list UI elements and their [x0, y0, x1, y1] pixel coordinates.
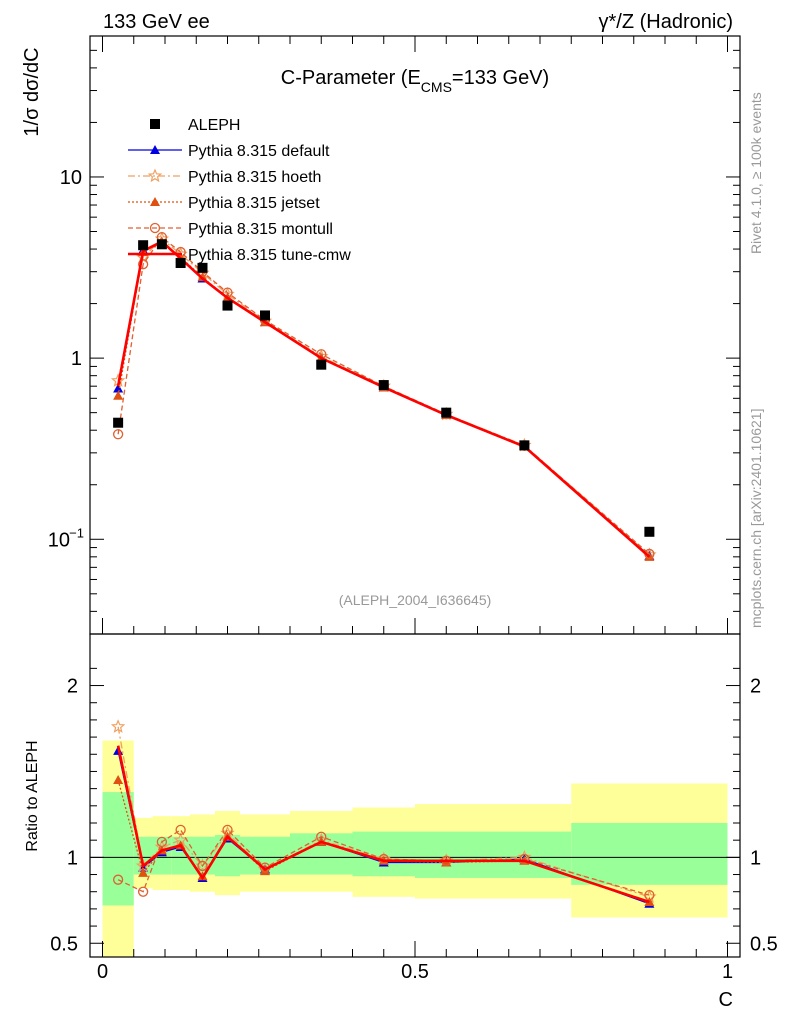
ratio-tick-label-left-0: 2: [67, 676, 78, 698]
legend-marker-2: [147, 168, 163, 183]
series-point-3-0: [112, 429, 124, 440]
legend-label-4: Pythia 8.315 montull: [188, 221, 333, 238]
legend-marker-4: [149, 222, 161, 234]
x-tick-label-1: 0.5: [401, 961, 429, 983]
legend-marker-3: [150, 197, 160, 206]
legend-marker-0: [150, 119, 160, 129]
series-point-0-0: [113, 383, 124, 393]
ratio-point-3-5: [222, 824, 233, 836]
band-green-11: [571, 822, 728, 885]
ratio-point-2-1: [138, 867, 149, 877]
chart-title: C-Parameter (ECMS=133 GeV): [281, 67, 549, 95]
legend-label-0: ALEPH: [188, 117, 240, 134]
ratio-point-3-2: [156, 836, 168, 848]
aleph-point-0: [113, 417, 124, 428]
aleph-point-4: [197, 262, 208, 273]
ratio-tick-label-left-1: 1: [67, 847, 78, 869]
ratio-tick-label-right-1: 1: [750, 847, 761, 869]
y-axis-label: 1/σ dσ/dC: [21, 47, 43, 136]
analysis-id-label: (ALEPH_2004_I636645): [339, 592, 492, 608]
ratio-point-1-0: [110, 719, 126, 733]
legend-marker-1: [150, 145, 160, 154]
legend-label-3: Pythia 8.315 jetset: [188, 195, 320, 212]
series-point-2-0: [113, 390, 124, 400]
title-subscript: CMS: [421, 79, 452, 95]
ratio-line-4: [116, 745, 650, 904]
aleph-point-7: [316, 359, 327, 370]
x-axis-label: C: [719, 989, 733, 1011]
series-line-2: [117, 240, 650, 558]
aleph-point-8: [378, 380, 389, 391]
y-tick-exponent-2: −1: [69, 525, 84, 540]
series-point-3-1: [137, 259, 149, 270]
rivet-version-label: Rivet 4.1.0, ≥ 100k events: [748, 92, 764, 254]
legend-label-1: Pythia 8.315 default: [188, 143, 330, 160]
aleph-point-9: [441, 407, 452, 418]
aleph-data-layer: [113, 239, 655, 537]
aleph-point-1: [138, 240, 149, 251]
aleph-point-5: [222, 300, 233, 311]
x-tick-label-0: 0: [97, 961, 108, 983]
series-line-3: [117, 236, 650, 555]
ratio-tick-label-right-0: 2: [750, 676, 761, 698]
mcplots-site-label: mcplots.cern.ch [arXiv:2401.10621]: [748, 409, 764, 628]
ratio-point-3-11: [644, 889, 655, 901]
ratio-tick-label-right-2: 0.5: [750, 933, 778, 955]
ratio-point-3-0: [112, 874, 124, 885]
series-line-1: [117, 238, 650, 556]
ratio-point-3-3: [175, 824, 186, 836]
title-tail: =133 GeV): [452, 67, 549, 89]
legend-label-5: Pythia 8.315 tune-cmw: [188, 247, 351, 264]
aleph-point-6: [260, 310, 270, 321]
series-point-3-3: [175, 246, 186, 258]
x-tick-label-2: 1: [722, 961, 733, 983]
ratio-point-2-0: [113, 775, 124, 785]
y-tick-label-2: 10: [48, 529, 70, 551]
legend: ALEPH Pythia 8.315 default Pythia 8.315 ho…: [128, 117, 351, 264]
series-line-0: [117, 241, 650, 557]
aleph-point-2: [156, 239, 167, 250]
aleph-point-10: [519, 440, 530, 451]
y-tick-label-1: 1: [71, 348, 82, 370]
ratio-uncertainty-bands: [102, 740, 728, 957]
band-green-0: [102, 792, 134, 906]
ratio-point-3-10: [519, 853, 530, 865]
header-channel: γ*/Z (Hadronic): [599, 11, 733, 33]
aleph-point-11: [644, 526, 655, 537]
aleph-point-3: [175, 258, 186, 269]
series-line-4: [116, 239, 651, 558]
header-process: 133 GeV ee: [103, 11, 210, 33]
ratio-axis-label: Ratio to ALEPH: [24, 740, 41, 851]
title-main: C-Parameter (E: [281, 67, 421, 89]
ratio-point-3-4: [197, 860, 208, 872]
legend-label-2: Pythia 8.315 hoeth: [188, 169, 321, 186]
ratio-tick-label-left-2: 0.5: [50, 933, 78, 955]
ratio-point-3-1: [137, 886, 149, 897]
y-tick-label-0: 10: [60, 167, 82, 189]
